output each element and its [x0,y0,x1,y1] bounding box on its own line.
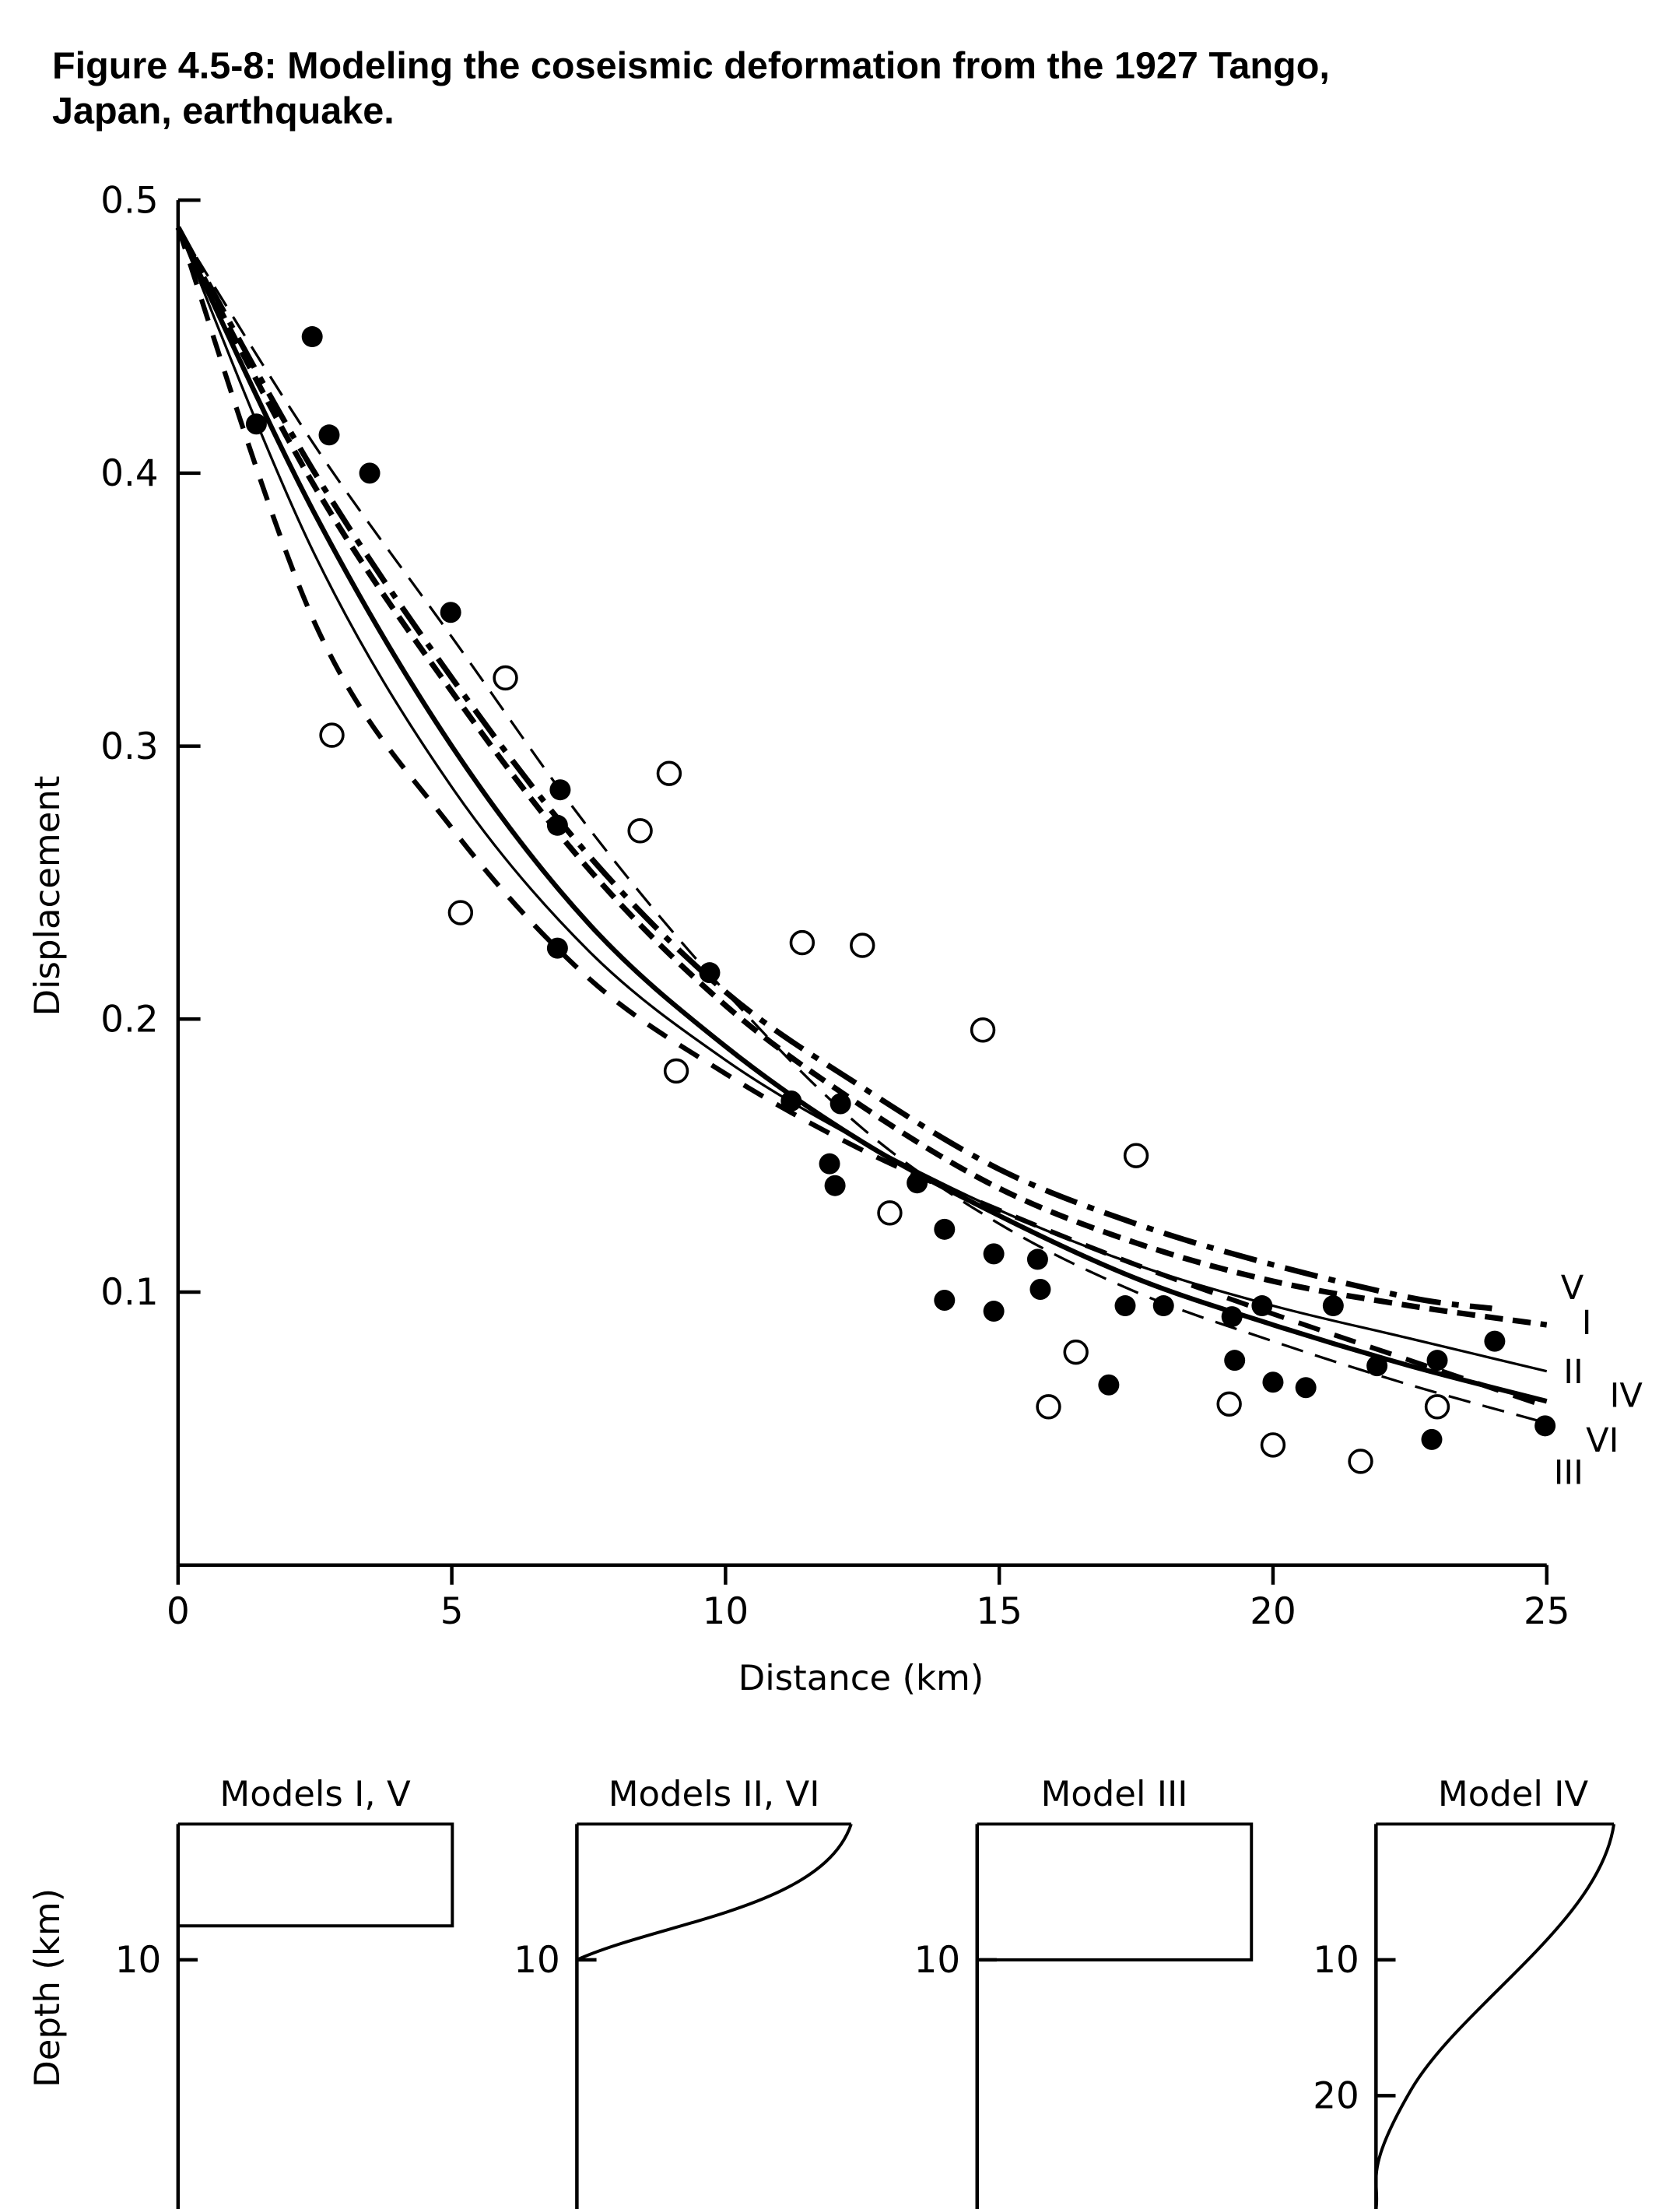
open-data-point [447,900,474,925]
figure-title-line-1: Figure 4.5-8: Modeling the coseismic def… [52,45,1330,87]
filled-data-point [318,424,340,446]
series-label: VI [1586,1421,1619,1460]
filled-data-point [1152,1295,1174,1317]
open-data-point [319,722,345,748]
open-data-point [1424,1394,1450,1420]
slip-profile-curve [1374,1824,1616,2209]
x-tick-label: 10 [703,1591,749,1633]
depth-axis-label: Depth (km) [26,1888,68,2088]
depth-tick-label: 10 [1313,1940,1359,1982]
y-tick-label: 0.5 [100,180,158,222]
series-line-VI [177,227,1548,1424]
open-data-point [877,1200,903,1226]
open-data-point [1123,1143,1149,1168]
open-data-point [789,929,815,956]
y-tick-label: 0.2 [100,999,158,1041]
filled-data-point [546,937,568,959]
series-label: III [1554,1453,1584,1492]
series-label: I [1582,1304,1592,1343]
x-axis-label: Distance (km) [738,1657,984,1698]
depth-tick-label: 10 [514,1940,560,1982]
series-label: V [1561,1269,1584,1308]
series-line-II [177,227,1548,1373]
figure-title-line-2: Japan, earthquake. [52,90,395,132]
series-line-I [175,226,1548,1328]
series-line-III [175,227,1548,1410]
depth-panel-title: Models II, VI [609,1773,820,1814]
open-data-point [1216,1391,1242,1417]
open-data-point [663,1058,689,1084]
open-data-point [850,932,875,958]
depth-panel: Model IV 10 20 [1313,1773,1616,2209]
filled-data-point [1098,1374,1120,1396]
filled-data-point [1366,1355,1388,1377]
slip-profile-curve [576,1823,853,1961]
filled-data-point [983,1243,1005,1265]
filled-data-point [1295,1377,1317,1399]
depth-panel: Models I, V 10 [115,1773,454,2209]
filled-data-point [359,462,381,484]
depth-panel: Model III 10 [914,1773,1254,2209]
y-tick-label: 0.4 [100,453,158,495]
series-line-V [175,226,1492,1312]
open-data-point [1348,1449,1373,1474]
y-axis-label: Displacement [26,776,68,1017]
x-tick-label: 0 [167,1591,190,1633]
open-data-point [493,665,518,691]
open-data-point [627,818,653,844]
filled-data-point [829,1093,851,1115]
filled-data-point [1534,1415,1556,1437]
filled-data-point [546,814,568,836]
filled-data-point [301,326,323,348]
x-tick-label: 20 [1250,1591,1296,1633]
filled-data-point [1029,1279,1051,1300]
series-label: IV [1610,1376,1643,1415]
filled-data-point [1262,1371,1284,1393]
filled-data-point [245,413,267,435]
open-data-point [656,760,682,786]
filled-data-point [819,1153,840,1175]
y-tick-label: 0.1 [100,1272,158,1314]
depth-panel-title: Model III [1040,1773,1187,1814]
depth-panel-title: Models I, V [219,1773,411,1814]
depth-tick-label: 10 [914,1940,961,1982]
filled-data-point [934,1290,956,1312]
depth-panel-title: Model IV [1438,1773,1589,1814]
filled-data-point [780,1090,802,1112]
filled-data-point [1322,1295,1344,1317]
filled-data-point [1251,1295,1273,1317]
x-tick-label: 5 [440,1591,464,1633]
open-data-point [1063,1339,1089,1365]
open-data-point [1260,1432,1286,1458]
filled-data-point [1221,1306,1243,1328]
depth-tick-label: 20 [1313,2076,1359,2118]
open-data-point [970,1017,996,1043]
depth-tick-label: 10 [115,1940,162,1982]
x-tick-label: 15 [976,1591,1022,1633]
slip-profile-box [177,1822,454,1928]
filled-data-point [934,1218,956,1240]
slip-profile-box [977,1822,1254,1961]
depth-panel: Models II, VI 10 [514,1773,853,2209]
filled-data-point [1026,1248,1048,1270]
filled-data-point [907,1172,928,1194]
filled-data-point [1484,1330,1506,1352]
open-data-point [1036,1394,1061,1420]
filled-data-point [549,779,571,801]
filled-data-point [983,1301,1005,1322]
x-tick-label: 25 [1524,1591,1570,1633]
filled-data-point [1421,1428,1443,1450]
filled-data-point [1426,1350,1448,1371]
filled-data-point [1114,1295,1136,1317]
filled-data-point [824,1175,846,1196]
series-line-IV [175,226,1548,1404]
series-label: II [1563,1353,1583,1392]
filled-data-point [699,962,721,984]
filled-data-point [440,602,461,623]
filled-data-point [1224,1350,1246,1371]
y-tick-label: 0.3 [100,726,158,768]
